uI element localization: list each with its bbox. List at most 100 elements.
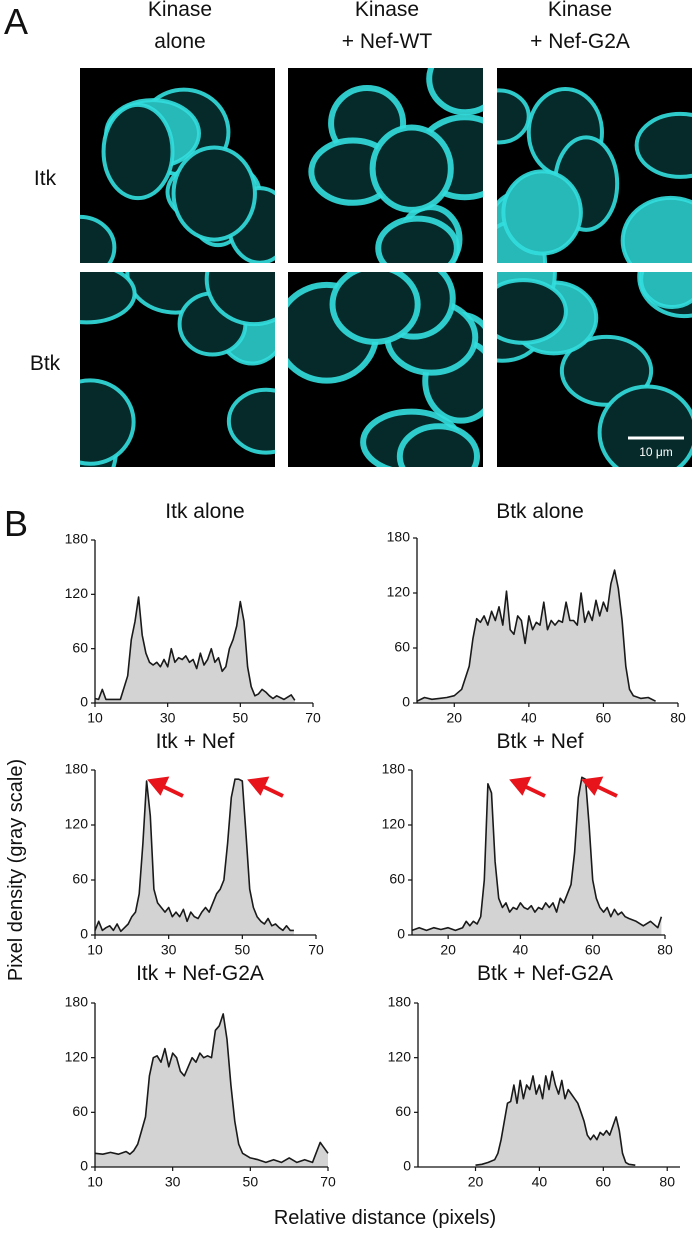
y-tick-label: 60 (389, 871, 405, 887)
y-tick-label: 0 (402, 694, 410, 710)
cell (171, 145, 257, 242)
chart: Itk alone 0 60 120 180 10 30 50 70 (65, 500, 321, 726)
y-tick-label: 0 (397, 926, 405, 942)
x-tick-label: 20 (468, 1174, 484, 1190)
x-tick-label: 70 (320, 1174, 336, 1190)
cells (80, 272, 275, 467)
y-tick-label: 120 (65, 585, 89, 601)
y-tick-label: 0 (403, 1158, 411, 1174)
row-label: Btk (30, 352, 61, 375)
y-tick-label: 0 (80, 926, 88, 942)
y-axis-label: Pixel density (gray scale) (5, 759, 27, 981)
x-tick-label: 40 (521, 710, 537, 726)
y-tick-label: 60 (72, 1103, 88, 1119)
x-tick-label: 30 (165, 1174, 181, 1190)
panel-label: A (4, 1, 28, 42)
x-tick-label: 60 (585, 942, 601, 958)
cell (497, 278, 568, 345)
arrow-head (247, 776, 270, 796)
cell (204, 272, 275, 327)
x-tick-label: 50 (235, 942, 251, 958)
y-tick-label: 120 (382, 816, 406, 832)
y-tick-label: 0 (80, 1158, 88, 1174)
y-tick-label: 180 (387, 529, 411, 545)
x-tick-label: 70 (305, 710, 321, 726)
cell (620, 195, 692, 263)
cells (80, 87, 275, 263)
arrow-head (581, 776, 604, 796)
area-fill (95, 597, 295, 703)
x-tick-label: 50 (233, 710, 249, 726)
cells (497, 272, 692, 467)
x-tick-label: 60 (596, 710, 612, 726)
chart: Btk + Nef-G2A 0 60 120 180 20 40 60 80 (388, 962, 680, 1190)
cell (634, 111, 692, 179)
cells (308, 68, 483, 263)
column-header: + Nef-WT (342, 30, 433, 53)
x-tick-label: 80 (657, 942, 673, 958)
cell (559, 334, 654, 407)
area-line (416, 569, 656, 702)
chart-title: Itk + Nef (156, 730, 235, 753)
y-tick-label: 120 (65, 1048, 89, 1064)
cells (288, 272, 483, 467)
cell (396, 423, 481, 467)
y-tick-label: 180 (65, 761, 89, 777)
area-fill (412, 777, 662, 935)
x-tick-label: 80 (659, 1174, 675, 1190)
y-tick-label: 60 (72, 871, 88, 887)
cell (101, 102, 175, 201)
y-tick-label: 120 (388, 1048, 412, 1064)
column-header: Kinase (148, 0, 212, 21)
cell (80, 214, 117, 263)
cell (426, 68, 483, 116)
area-fill (95, 779, 294, 935)
y-tick-label: 120 (65, 816, 89, 832)
area-fill (95, 1013, 328, 1167)
area-fill (417, 570, 656, 703)
x-tick-label: 10 (87, 942, 103, 958)
x-tick-label: 40 (513, 942, 529, 958)
x-tick-label: 10 (87, 1174, 103, 1190)
cell (226, 387, 275, 455)
cell (80, 272, 137, 325)
y-tick-label: 180 (65, 531, 89, 547)
column-header: Kinase (548, 0, 612, 21)
chart: Itk + Nef 0 60 120 180 10 30 50 70 (65, 730, 324, 958)
x-tick-label: 30 (160, 710, 176, 726)
charts: Itk alone 0 60 120 180 10 30 50 70 Btk alone 0 60 12… (65, 500, 686, 1190)
arrow-head (509, 776, 532, 796)
cell (80, 378, 136, 466)
chart-title: Itk + Nef-G2A (136, 962, 264, 985)
chart-title: Itk alone (165, 500, 244, 523)
x-tick-label: 30 (161, 942, 177, 958)
y-tick-label: 60 (395, 1103, 411, 1119)
area-line (94, 1013, 329, 1164)
x-tick-label: 70 (308, 942, 324, 958)
cells (497, 86, 692, 263)
chart: Btk + Nef 0 60 120 180 20 40 60 80 (382, 730, 673, 958)
cell (375, 215, 460, 263)
chart-title: Btk alone (496, 500, 584, 523)
column-header: + Nef-G2A (530, 30, 630, 53)
cell (369, 124, 454, 213)
y-tick-label: 60 (394, 639, 410, 655)
x-tick-label: 80 (670, 710, 686, 726)
y-tick-label: 180 (388, 994, 412, 1010)
chart-title: Btk + Nef-G2A (477, 962, 613, 985)
panel-label: B (4, 503, 28, 544)
chart: Itk + Nef-G2A 0 60 120 180 10 30 50 70 (65, 962, 336, 1190)
cell (501, 169, 583, 256)
x-tick-label: 10 (87, 710, 103, 726)
arrow-head (147, 776, 170, 796)
annotation-arrows (147, 776, 618, 798)
area-line (94, 596, 296, 701)
x-axis-label: Relative distance (pixels) (274, 1207, 496, 1229)
y-tick-label: 180 (65, 994, 89, 1010)
chart-title: Btk + Nef (497, 730, 584, 753)
cell (497, 88, 531, 145)
y-tick-label: 120 (387, 584, 411, 600)
cell (639, 272, 692, 309)
